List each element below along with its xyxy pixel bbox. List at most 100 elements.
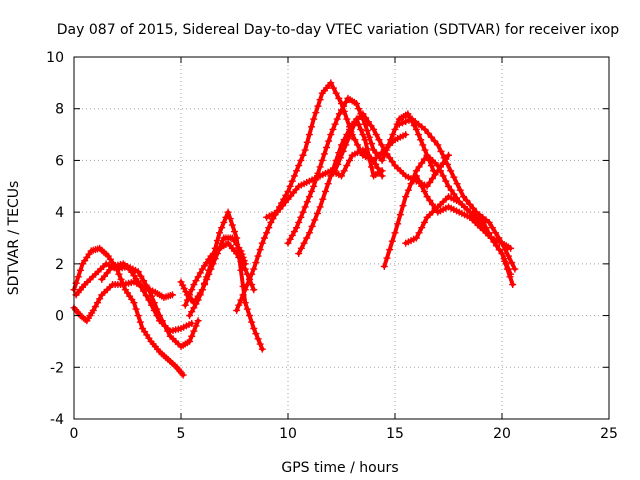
data-point bbox=[148, 301, 156, 309]
data-point bbox=[263, 229, 271, 237]
data-point bbox=[398, 119, 406, 127]
data-point bbox=[186, 337, 194, 345]
data-point bbox=[181, 301, 189, 309]
data-point bbox=[313, 209, 321, 217]
data-point bbox=[327, 131, 335, 139]
data-point bbox=[224, 208, 232, 216]
data-point bbox=[333, 115, 341, 123]
data-point bbox=[316, 203, 324, 211]
data-point bbox=[336, 154, 344, 162]
data-point bbox=[440, 154, 448, 162]
data-point bbox=[327, 172, 335, 180]
data-point bbox=[245, 312, 253, 320]
series-track-16 bbox=[331, 115, 386, 180]
data-point bbox=[192, 277, 200, 285]
data-point bbox=[340, 167, 348, 175]
data-point bbox=[305, 229, 313, 237]
data-point bbox=[362, 114, 370, 122]
data-point bbox=[426, 178, 434, 186]
data-point bbox=[153, 312, 161, 320]
data-point bbox=[504, 252, 512, 260]
plot-frame bbox=[73, 56, 610, 420]
data-point bbox=[188, 332, 196, 340]
data-point bbox=[342, 98, 350, 106]
x-axis-label: GPS time / hours bbox=[281, 460, 398, 476]
y-tick-label: 2 bbox=[55, 257, 64, 273]
data-point bbox=[421, 125, 429, 133]
data-point bbox=[445, 182, 452, 190]
data-point bbox=[428, 175, 436, 183]
data-point bbox=[447, 167, 455, 175]
data-point bbox=[495, 246, 503, 254]
data-point bbox=[198, 286, 206, 294]
data-point bbox=[228, 221, 236, 229]
data-point bbox=[367, 163, 375, 171]
data-point bbox=[222, 213, 230, 221]
data-point bbox=[418, 182, 426, 190]
data-point bbox=[488, 224, 496, 232]
data-point bbox=[254, 252, 262, 260]
data-point bbox=[243, 281, 251, 289]
data-point bbox=[233, 306, 241, 314]
data-point bbox=[137, 282, 145, 290]
data-point bbox=[239, 291, 247, 299]
data-point bbox=[290, 228, 298, 236]
x-tick-label: 5 bbox=[177, 426, 186, 442]
data-point bbox=[396, 211, 404, 219]
data-point bbox=[196, 269, 204, 277]
data-point bbox=[399, 202, 407, 210]
data-point bbox=[503, 265, 511, 273]
y-tick-label: 10 bbox=[46, 50, 64, 66]
data-point bbox=[310, 115, 318, 123]
data-point bbox=[506, 273, 514, 281]
data-point bbox=[142, 292, 150, 300]
data-point bbox=[424, 129, 432, 137]
data-point bbox=[218, 224, 226, 232]
data-point bbox=[420, 187, 428, 195]
data-point bbox=[343, 115, 351, 123]
data-point bbox=[301, 203, 309, 211]
data-point bbox=[339, 147, 347, 155]
data-point bbox=[284, 187, 292, 195]
data-point bbox=[319, 195, 327, 203]
data-point bbox=[431, 171, 439, 179]
data-point bbox=[96, 295, 104, 303]
data-point bbox=[365, 154, 373, 162]
data-point bbox=[258, 239, 266, 247]
data-point bbox=[404, 110, 412, 118]
data-point bbox=[342, 141, 350, 149]
data-point bbox=[334, 160, 342, 168]
data-point bbox=[418, 159, 426, 167]
data-point bbox=[250, 265, 258, 273]
data-point bbox=[329, 84, 337, 92]
data-point bbox=[312, 176, 320, 184]
data-point bbox=[508, 259, 516, 267]
data-point bbox=[323, 144, 331, 151]
data-point bbox=[297, 213, 305, 221]
data-point bbox=[402, 193, 410, 201]
data-point bbox=[216, 229, 224, 237]
data-point bbox=[443, 160, 451, 168]
data-point bbox=[370, 125, 378, 133]
data-point bbox=[226, 215, 234, 223]
series-track-7 bbox=[186, 234, 249, 320]
data-point bbox=[415, 177, 423, 185]
data-point bbox=[134, 268, 142, 276]
data-point bbox=[241, 286, 249, 294]
data-point bbox=[365, 133, 373, 141]
data-point bbox=[428, 200, 436, 208]
data-point bbox=[434, 141, 442, 149]
data-point bbox=[318, 156, 326, 164]
data-point bbox=[445, 151, 452, 159]
data-point bbox=[192, 322, 200, 330]
data-point bbox=[385, 141, 393, 149]
data-point bbox=[186, 312, 194, 320]
data-point bbox=[485, 218, 493, 226]
data-point bbox=[213, 250, 221, 258]
series-track-1 bbox=[70, 244, 187, 379]
data-point bbox=[383, 150, 391, 158]
data-point bbox=[295, 250, 303, 258]
data-point bbox=[417, 136, 425, 144]
data-point bbox=[305, 193, 313, 201]
